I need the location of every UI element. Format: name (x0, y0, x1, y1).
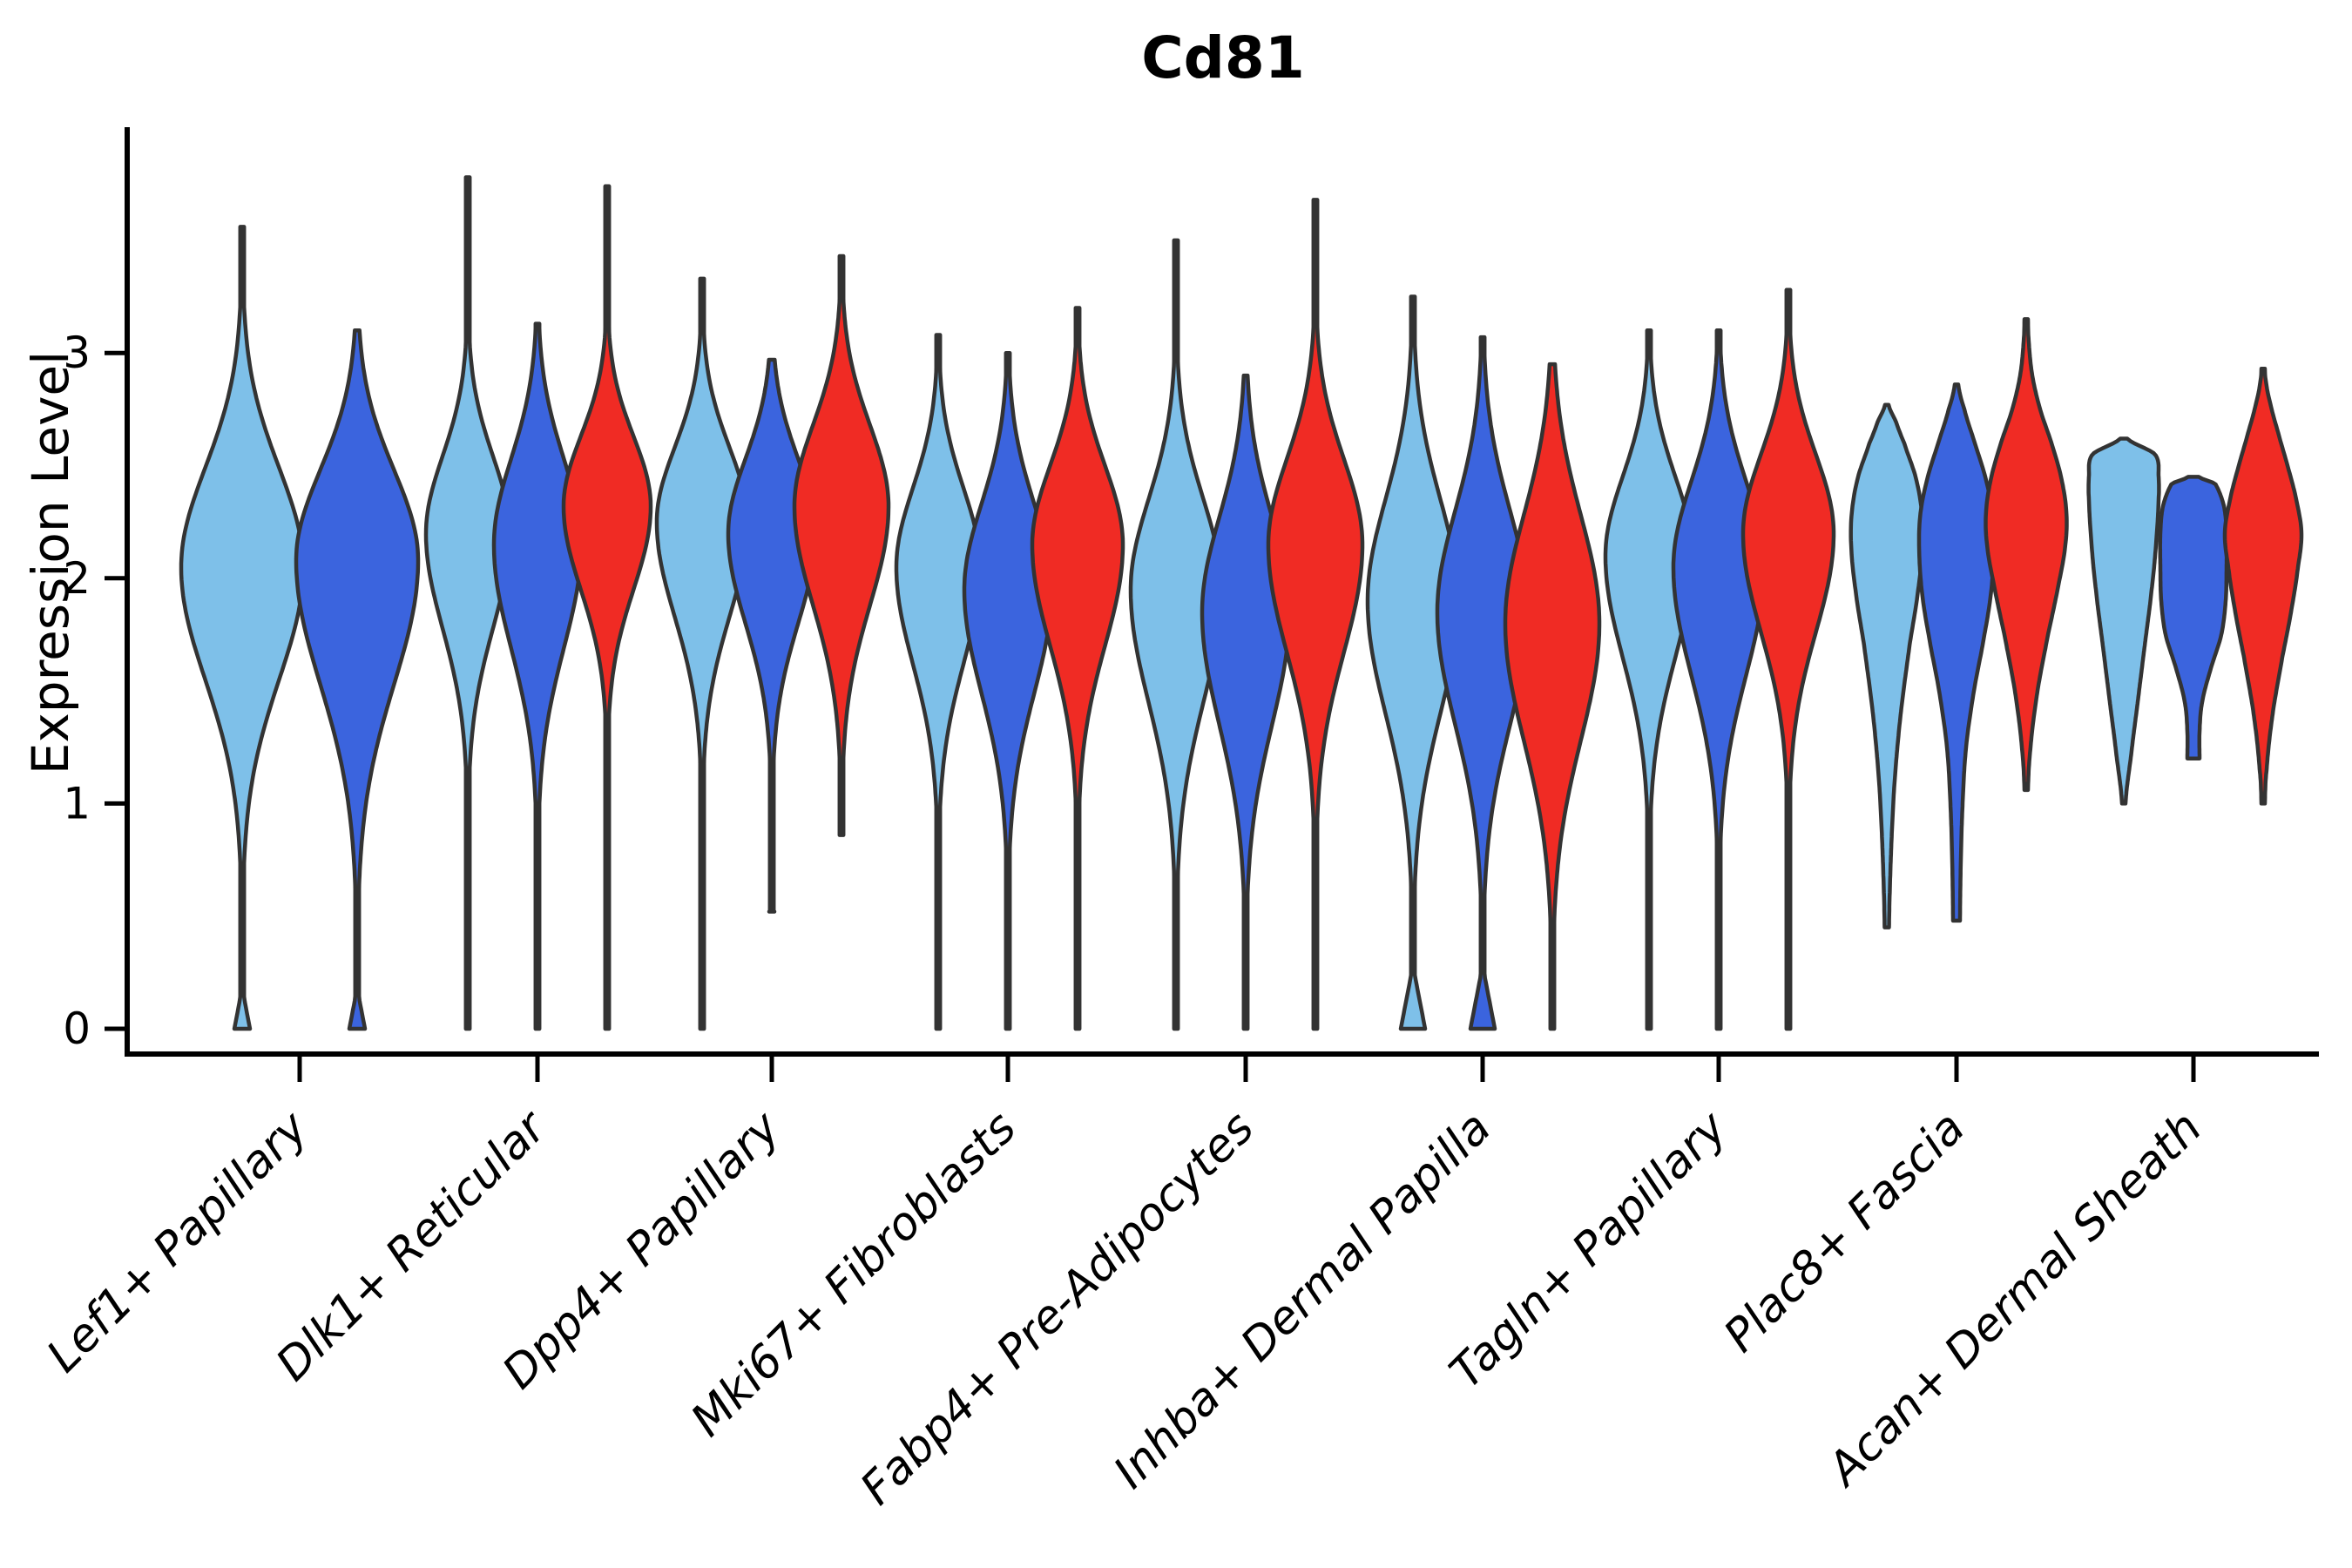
violin-2-lightblue (654, 276, 750, 1031)
violin-5-blue (1435, 335, 1531, 1031)
violin-4-lightblue (1128, 238, 1224, 1031)
x-tick-label: Plac8+ Fascia (1714, 1102, 1975, 1362)
violin-8-blue (2158, 475, 2229, 760)
violin-1-blue (491, 321, 584, 1031)
y-tick-label: 0 (63, 1004, 91, 1054)
violin-3-lightblue (894, 333, 983, 1031)
violin-6-lightblue (1603, 328, 1695, 1031)
violin-3-blue (962, 350, 1054, 1031)
violin-8-lightblue (2086, 436, 2161, 806)
violin-4-red (1266, 198, 1365, 1031)
violin-1-lightblue (423, 175, 512, 1031)
x-tick-label: Fabp4+ Pre-Adipocytes (851, 1102, 1265, 1516)
x-tick-label: Acan+ Dermal Sheath (1816, 1102, 2212, 1497)
violin-5-red (1503, 362, 1602, 1031)
violin-5-lightblue (1365, 294, 1461, 1031)
chart-title: Cd81 (1141, 24, 1305, 91)
x-tick-label: Lef1+ Papillary (37, 1101, 319, 1382)
violin-7-lightblue (1848, 402, 1925, 929)
violin-1-red (561, 184, 653, 1031)
y-tick-label: 2 (63, 553, 91, 604)
y-tick-label: 1 (63, 778, 91, 828)
violin-6-red (1740, 287, 1836, 1031)
violin-2-red (792, 253, 891, 837)
violin-2-blue (726, 357, 818, 914)
violin-7-blue (1916, 382, 1997, 923)
x-tick-label: Inhba+ Dermal Papilla (1104, 1102, 1501, 1499)
violin-0-blue (294, 328, 421, 1031)
violin-4-blue (1200, 373, 1292, 1031)
violin-7-red (1984, 317, 2069, 793)
violin-0-lightblue (179, 225, 306, 1031)
y-tick-label: 3 (63, 328, 91, 378)
violin-6-blue (1671, 328, 1767, 1031)
violin-8-red (2222, 367, 2304, 806)
violin-3-red (1030, 306, 1125, 1031)
